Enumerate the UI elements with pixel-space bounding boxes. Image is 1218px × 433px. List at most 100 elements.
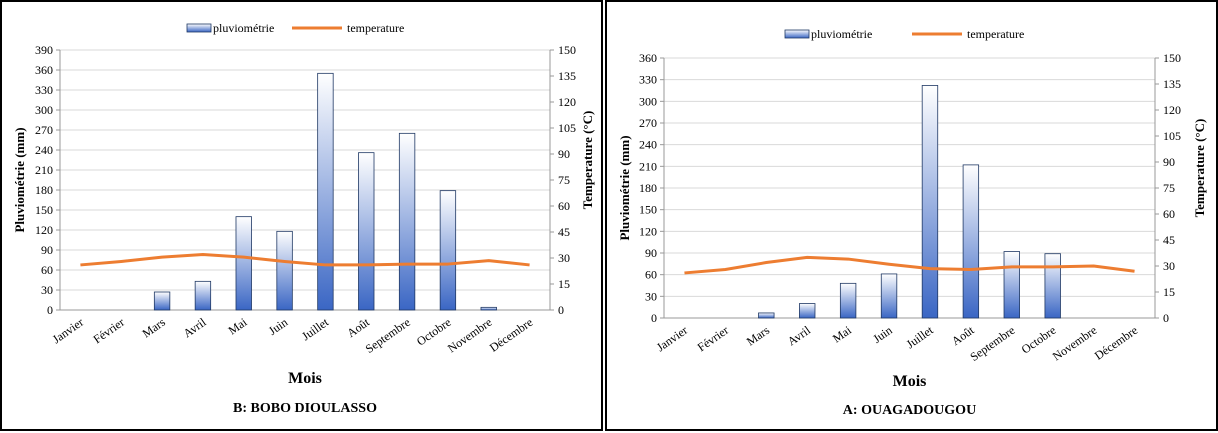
bar-mars bbox=[153, 291, 171, 311]
bar-octobre bbox=[439, 190, 457, 311]
y2-axis-title: Temperature (°C) bbox=[580, 111, 595, 210]
x-axis-title: Mois bbox=[288, 370, 322, 387]
x-tick-label: Mai bbox=[830, 323, 854, 346]
y-tick-label: 150 bbox=[639, 203, 657, 217]
y2-tick-label: 150 bbox=[558, 43, 576, 57]
y2-tick-label: 15 bbox=[558, 277, 570, 291]
bar-juillet bbox=[921, 85, 939, 319]
bar-mai bbox=[235, 216, 252, 311]
x-tick-label: Juin bbox=[266, 315, 290, 338]
x-tick-label: Août bbox=[344, 315, 372, 341]
x-tick-label: Février bbox=[91, 315, 127, 346]
y2-tick-label: 75 bbox=[1163, 181, 1175, 195]
y-tick-label: 330 bbox=[639, 73, 657, 87]
bar-août bbox=[962, 164, 980, 319]
bar-avril bbox=[194, 280, 212, 311]
y2-tick-label: 120 bbox=[558, 95, 576, 109]
y2-tick-label: 15 bbox=[1163, 285, 1175, 299]
legend-label-pluviometrie: pluviométrie bbox=[213, 21, 274, 35]
chart-panel-bobo-dioulasso: 0 30 60 90 120 150 180 210 240 270 300 330 360 390 0 15… bbox=[0, 0, 603, 431]
x-tick-label: Septembre bbox=[363, 315, 413, 356]
y-tick-label: 30 bbox=[41, 283, 53, 297]
x-tick-label: Janvier bbox=[654, 323, 690, 354]
x-tick-label: Novembre bbox=[445, 315, 495, 356]
x-tick-label: Décembre bbox=[487, 315, 535, 355]
y2-tick-label: 135 bbox=[558, 69, 576, 83]
x-tick-label: Mars bbox=[140, 315, 169, 341]
legend-label-temperature: temperature bbox=[967, 27, 1024, 41]
y-tick-label: 0 bbox=[651, 311, 657, 325]
x-tick-label: Novembre bbox=[1050, 323, 1100, 364]
y-tick-label: 390 bbox=[35, 43, 53, 57]
y2-tick-label: 105 bbox=[558, 121, 576, 135]
y-tick-label: 120 bbox=[35, 223, 53, 237]
y-tick-label: 360 bbox=[639, 51, 657, 65]
legend-label-pluviometrie: pluviométrie bbox=[811, 27, 872, 41]
x-tick-label: Juin bbox=[870, 323, 894, 346]
x-tick-label: Avril bbox=[181, 315, 210, 341]
y2-tick-label: 45 bbox=[558, 225, 570, 239]
x-tick-label: Septembre bbox=[967, 323, 1017, 364]
y2-tick-label: 75 bbox=[558, 173, 570, 187]
bar-mai bbox=[839, 282, 857, 319]
y-tick-label: 180 bbox=[639, 181, 657, 195]
x-tick-label: Juillet bbox=[904, 323, 937, 352]
y-tick-label: 180 bbox=[35, 183, 53, 197]
chart-caption: B: BOBO DIOULASSO bbox=[233, 401, 377, 416]
y-tick-label: 270 bbox=[639, 116, 657, 130]
bar-août bbox=[358, 152, 375, 311]
x-tick-label: Mars bbox=[744, 323, 773, 349]
chart-caption: A: OUAGADOUGOU bbox=[843, 403, 976, 418]
chart-svg-bobo-dioulasso: 0 30 60 90 120 150 180 210 240 270 300 330 360 390 0 15… bbox=[12, 21, 595, 416]
y-tick-label: 300 bbox=[35, 103, 53, 117]
y2-tick-label: 135 bbox=[1163, 77, 1181, 91]
y-tick-label: 270 bbox=[35, 123, 53, 137]
x-tick-label: Mai bbox=[226, 315, 250, 338]
y2-tick-label: 150 bbox=[1163, 51, 1181, 65]
bar-avril bbox=[799, 303, 816, 319]
y-tick-label: 300 bbox=[639, 94, 657, 108]
y2-tick-label: 105 bbox=[1163, 129, 1181, 143]
x-axis-title: Mois bbox=[893, 373, 927, 390]
bar-octobre bbox=[1044, 253, 1061, 319]
bar-juillet bbox=[317, 72, 334, 311]
y2-tick-label: 90 bbox=[558, 147, 570, 161]
y-tick-label: 0 bbox=[47, 303, 53, 317]
bar-juin bbox=[880, 273, 898, 319]
y2-tick-label: 60 bbox=[558, 199, 570, 213]
y-axis-title: Pluviométrie (mm) bbox=[617, 135, 632, 240]
y-tick-label: 240 bbox=[639, 138, 657, 152]
bar-novembre bbox=[480, 306, 497, 311]
temperature-line bbox=[684, 255, 1135, 275]
y2-tick-label: 90 bbox=[1163, 155, 1175, 169]
y2-tick-label: 0 bbox=[558, 303, 564, 317]
y2-tick-label: 60 bbox=[1163, 207, 1175, 221]
bar-mars bbox=[758, 312, 775, 319]
x-tick-label: Avril bbox=[785, 323, 814, 349]
legend-bar-swatch bbox=[186, 23, 212, 33]
y-tick-label: 360 bbox=[35, 63, 53, 77]
y-axis-title: Pluviométrie (mm) bbox=[12, 127, 27, 232]
y2-axis-title: Temperature (°C) bbox=[1192, 119, 1207, 218]
y2-tick-label: 30 bbox=[1163, 259, 1175, 273]
y-tick-label: 90 bbox=[645, 246, 657, 260]
y-tick-label: 90 bbox=[41, 243, 53, 257]
x-tick-label: Janvier bbox=[50, 315, 86, 346]
y-tick-label: 120 bbox=[639, 224, 657, 238]
y-tick-label: 330 bbox=[35, 83, 53, 97]
legend-bar-swatch bbox=[784, 29, 810, 39]
legend-label-temperature: temperature bbox=[347, 21, 404, 35]
chart-panel-ouagadougou: 0 30 60 90 120 150 180 210 240 270 300 330 360 0 15 30 4… bbox=[605, 0, 1218, 431]
y2-tick-label: 45 bbox=[1163, 233, 1175, 247]
x-tick-label: Juillet bbox=[299, 315, 332, 344]
bar-septembre bbox=[398, 132, 416, 311]
bar-septembre bbox=[1003, 251, 1020, 319]
y2-tick-label: 30 bbox=[558, 251, 570, 265]
y-tick-label: 60 bbox=[41, 263, 53, 277]
y-tick-label: 210 bbox=[35, 163, 53, 177]
chart-svg-ouagadougou: 0 30 60 90 120 150 180 210 240 270 300 330 360 0 15 30 4… bbox=[617, 27, 1207, 418]
temperature-line bbox=[80, 253, 530, 267]
bar-juin bbox=[276, 230, 293, 311]
x-tick-label: Février bbox=[695, 323, 731, 354]
y2-tick-label: 0 bbox=[1163, 311, 1169, 325]
